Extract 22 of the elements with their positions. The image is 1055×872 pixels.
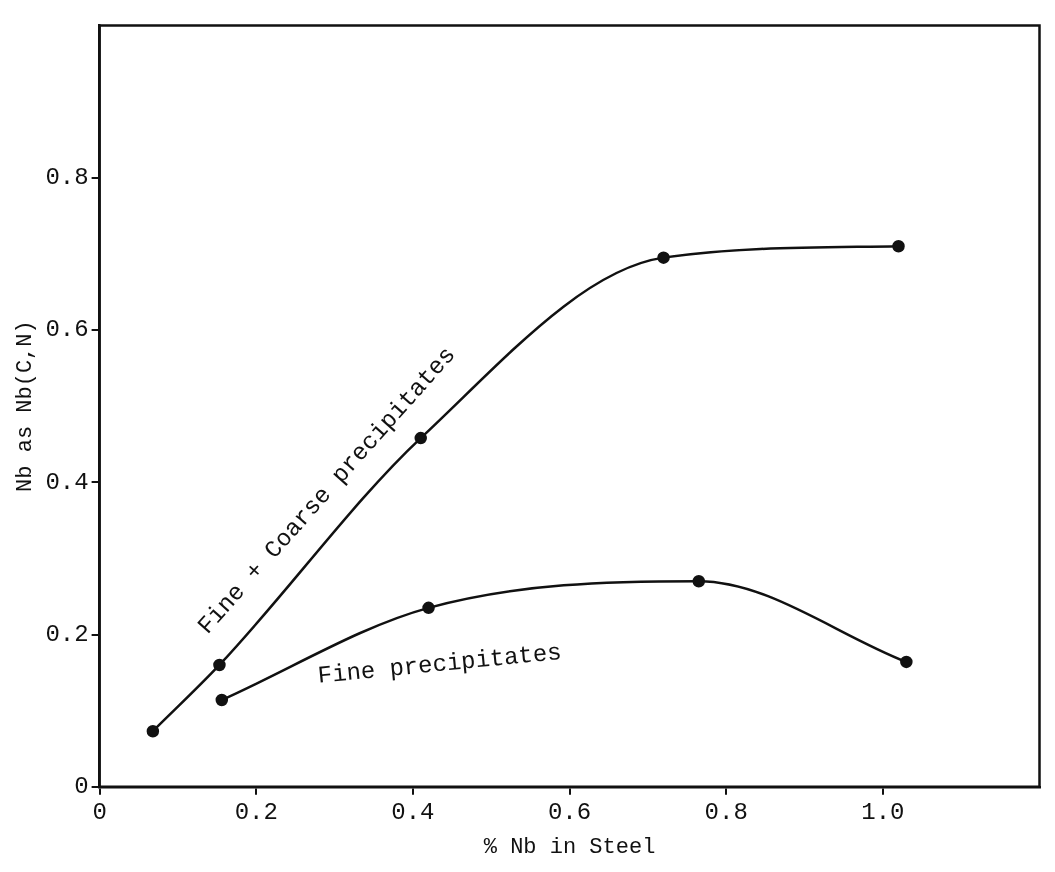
point — [146, 724, 160, 738]
y-tick-label: 0.2 — [45, 620, 89, 648]
point — [422, 601, 435, 615]
x-axis-title: % Nb in Steel — [483, 834, 656, 860]
point — [657, 251, 670, 264]
point — [892, 239, 905, 253]
y-tick-label: 0 — [74, 773, 89, 801]
x-tick-label: 0.6 — [547, 798, 592, 826]
point — [215, 693, 229, 707]
text: Fine precipitates — [316, 638, 563, 690]
x-tick-label: 0.8 — [704, 798, 748, 826]
x-tick-label: 0 — [92, 798, 107, 826]
x-tick-label: 0.4 — [391, 798, 435, 826]
point — [213, 658, 226, 672]
point — [900, 655, 913, 669]
y-tick-label: 0.6 — [45, 316, 89, 344]
y-tick-label: 0.4 — [45, 468, 89, 496]
x-tick-label: 0.2 — [234, 798, 278, 826]
y-axis-title: Nb as Nb(C,N) — [13, 320, 39, 492]
point — [692, 574, 706, 588]
x-tick-label: 1.0 — [861, 798, 905, 826]
y-tick-label: 0.8 — [45, 164, 89, 192]
